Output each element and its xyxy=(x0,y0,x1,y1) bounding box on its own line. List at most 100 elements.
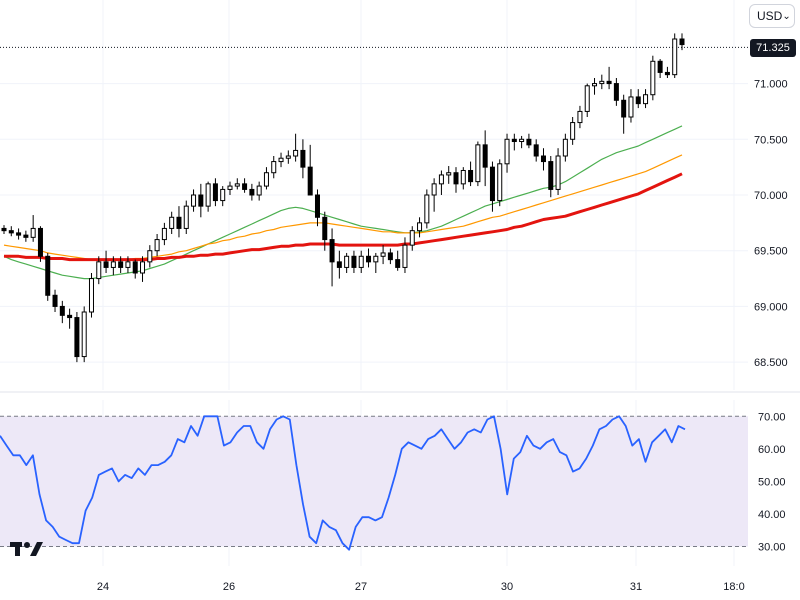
candle-body xyxy=(67,314,73,319)
candle-body xyxy=(147,250,153,263)
candle-body xyxy=(358,255,364,268)
candle-body xyxy=(453,172,459,185)
chevron-down-icon: ⌄ xyxy=(782,10,791,22)
candle-body xyxy=(16,232,22,236)
candle-body xyxy=(344,255,350,268)
price-tick-label: 70.000 xyxy=(754,190,788,202)
candle-body xyxy=(103,261,109,268)
rsi-tick-label: 70.00 xyxy=(758,411,786,423)
candle-body xyxy=(460,169,466,185)
candle-body xyxy=(256,185,262,196)
candle-body xyxy=(52,294,58,307)
candle-body xyxy=(577,110,583,124)
rsi-band-fill xyxy=(0,416,748,547)
candle-body xyxy=(643,94,649,105)
candle-body xyxy=(592,83,598,87)
candle-body xyxy=(314,194,320,218)
candle-body xyxy=(540,155,546,163)
candle-body xyxy=(227,185,233,190)
candle-body xyxy=(402,244,408,268)
rsi-line-path xyxy=(0,415,686,551)
candle-body xyxy=(271,161,277,174)
candle-body xyxy=(570,122,576,140)
candle-body xyxy=(438,174,444,185)
candle-body xyxy=(628,96,634,118)
candle-body xyxy=(169,216,175,229)
candle-body xyxy=(417,222,423,232)
candle-body xyxy=(1,227,7,232)
axis-labels: 71.000 70.500 70.000 69.500 69.000 68.500 24 26… xyxy=(97,79,788,593)
moving-average-line-ma_slow xyxy=(4,172,683,262)
candle-body xyxy=(220,188,226,202)
currency-label: USD xyxy=(757,9,783,23)
candle-body xyxy=(205,183,211,207)
candles xyxy=(1,33,685,363)
candle-body xyxy=(88,278,94,313)
time-tick-label: 18:0 xyxy=(723,581,744,593)
candle-body xyxy=(285,155,291,159)
candle-body xyxy=(475,144,481,183)
candle-body xyxy=(140,261,146,274)
price-tick-label: 69.500 xyxy=(754,246,788,258)
candle-body xyxy=(132,261,138,274)
candle-body xyxy=(8,230,14,234)
candle-body xyxy=(548,161,554,190)
candle-body xyxy=(387,252,393,261)
candle-body xyxy=(45,255,51,296)
candle-body xyxy=(497,163,503,202)
candle-body xyxy=(533,144,539,157)
candle-body xyxy=(606,80,612,85)
candle-body xyxy=(234,183,240,187)
rsi-band xyxy=(0,415,748,547)
time-tick-label: 30 xyxy=(501,581,513,593)
candle-body xyxy=(336,261,342,268)
candle-body xyxy=(511,138,517,143)
candle-body xyxy=(519,138,525,143)
candle-body xyxy=(395,259,401,268)
candle-body xyxy=(555,155,561,190)
candle-body xyxy=(118,261,124,268)
price-tick-label: 70.500 xyxy=(754,134,788,146)
candle-body xyxy=(263,172,269,187)
candle-body xyxy=(468,169,474,183)
candle-body xyxy=(482,144,488,168)
candle-body xyxy=(679,38,685,46)
candle-body xyxy=(329,239,335,263)
candle-body xyxy=(278,157,284,163)
rsi-line xyxy=(0,415,686,551)
tradingview-logo-icon xyxy=(10,540,44,563)
candle-body xyxy=(74,317,80,358)
time-tick-label: 27 xyxy=(355,581,367,593)
candle-body xyxy=(307,166,313,196)
candle-body xyxy=(584,85,590,112)
candle-body xyxy=(621,99,627,118)
candle-body xyxy=(424,194,430,224)
candle-body xyxy=(300,149,306,168)
candle-body xyxy=(504,138,510,165)
candle-body xyxy=(613,83,619,101)
candle-body xyxy=(176,216,182,229)
candle-body xyxy=(373,255,379,263)
candle-body xyxy=(351,255,357,268)
time-tick-label: 31 xyxy=(630,581,642,593)
price-tick-label: 71.000 xyxy=(754,79,788,91)
candle-body xyxy=(599,80,605,85)
currency-selector[interactable]: USD ⌄ xyxy=(749,4,795,28)
time-tick-label: 24 xyxy=(97,581,109,593)
price-tick-label: 68.500 xyxy=(754,357,788,369)
candle-body xyxy=(526,138,532,146)
candle-body xyxy=(366,255,372,263)
candle-body xyxy=(198,194,204,207)
candle-body xyxy=(431,183,437,196)
candle-body xyxy=(380,252,386,257)
candle-body xyxy=(657,60,663,73)
candle-body xyxy=(664,71,670,76)
candle-body xyxy=(242,183,248,190)
candle-body xyxy=(191,194,197,207)
candle-body xyxy=(489,166,495,202)
candle-body xyxy=(96,261,102,280)
rsi-tick-label: 40.00 xyxy=(758,509,786,521)
time-tick-label: 26 xyxy=(223,581,235,593)
moving-average-line-ma_fast xyxy=(3,125,683,280)
